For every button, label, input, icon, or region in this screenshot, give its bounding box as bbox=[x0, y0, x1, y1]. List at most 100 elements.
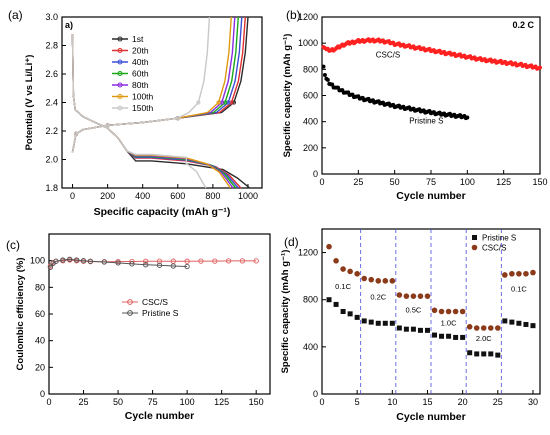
panel-c-xtick-label: 150 bbox=[249, 397, 264, 407]
panel-d-xtick-label: 30 bbox=[528, 397, 538, 407]
panel-a-legend-marker-100th bbox=[117, 94, 123, 99]
panel-a-marker-100th bbox=[216, 100, 221, 105]
panel-d-rate-label: 0.1C bbox=[335, 282, 351, 291]
panel-a-ytick-label: 2.8 bbox=[45, 41, 58, 51]
panel-a-legend-label-20th: 20th bbox=[132, 46, 149, 56]
panel-d-rate-label: 1.0C bbox=[441, 319, 457, 328]
panel-d-point-Pristine S bbox=[523, 321, 529, 327]
panel-d-point-CSC/S bbox=[452, 308, 459, 315]
panel-a-xlabel: Specific capacity (mAh g⁻¹) bbox=[94, 206, 231, 218]
panel-a-legend-label-1st: 1st bbox=[132, 34, 144, 44]
panel-d-point-CSC/S bbox=[438, 308, 445, 315]
panel-c-xtick-label: 25 bbox=[79, 397, 89, 407]
panel-b-point-Pristine S bbox=[330, 82, 335, 87]
panel-d-point-Pristine S bbox=[410, 326, 416, 332]
panel-c-ytick-label: 0 bbox=[40, 389, 45, 399]
panel-b-ylabel: Specific capacity (mAh g⁻¹) bbox=[282, 34, 293, 158]
panel-d-point-CSC/S bbox=[389, 278, 396, 284]
panel-a-ytick-label: 2.6 bbox=[45, 69, 58, 79]
panel-c-ytick-label: 60 bbox=[35, 309, 45, 319]
panel-d-point-CSC/S bbox=[375, 278, 382, 284]
panel-c-point-Pristine S bbox=[87, 258, 94, 264]
panel-c-point-Pristine S bbox=[67, 256, 73, 262]
panel-a-legend-label-100th: 100th bbox=[132, 92, 154, 102]
panel-b-ytick-label: 200 bbox=[303, 143, 318, 153]
panel-b-xtick-label: 25 bbox=[353, 177, 363, 187]
panel-c-point-CSC/S bbox=[184, 258, 190, 264]
panel-d-legend-label-Pristine S: Pristine S bbox=[482, 234, 516, 243]
panel-d-point-CSC/S bbox=[480, 325, 487, 331]
panel-c-ytick-label: 100 bbox=[30, 256, 45, 266]
panel-c-point-Pristine S bbox=[156, 262, 163, 268]
panel-a-charge-1st bbox=[71, 16, 249, 153]
panel-b-point-Pristine S bbox=[465, 115, 470, 120]
panel-d-point-Pristine S bbox=[488, 351, 494, 357]
panel-b-point-Pristine S bbox=[322, 73, 327, 77]
panel-d-point-CSC/S bbox=[487, 325, 494, 331]
panel-d-point-CSC/S bbox=[354, 270, 360, 277]
panel-d-point-CSC/S bbox=[340, 266, 346, 272]
panel-d-xtick-label: 25 bbox=[493, 397, 503, 407]
panel-d-rate-label: 0.1C bbox=[511, 284, 527, 293]
panel-a-inner-label: a) bbox=[65, 20, 73, 30]
panel-d-point-Pristine S bbox=[396, 325, 402, 331]
panel-a-ytick-label: 2.2 bbox=[45, 126, 58, 136]
panel-c-legend-marker-Pristine S bbox=[127, 310, 133, 316]
panel-c-point-CSC/S bbox=[143, 258, 149, 264]
panel-d-point-Pristine S bbox=[502, 318, 508, 324]
panel-b-xtick-label: 0 bbox=[319, 177, 324, 187]
panel-a-legend-marker-20th bbox=[117, 48, 123, 53]
panel-c-point-CSC/S bbox=[225, 258, 232, 264]
panel-a-legend-label-60th: 60th bbox=[132, 69, 149, 79]
panel-d-xtick-label: 15 bbox=[422, 397, 432, 407]
panel-c-point-Pristine S bbox=[115, 260, 121, 266]
panel-a-legend-label-150th: 150th bbox=[132, 103, 154, 113]
panel-b-point-CSC/S bbox=[538, 65, 542, 70]
panel-c-ytick-label: 20 bbox=[35, 362, 45, 372]
panel-b-point-Pristine S bbox=[325, 77, 330, 82]
panel-d-point-Pristine S bbox=[389, 320, 395, 326]
panel-d-point-Pristine S bbox=[354, 314, 360, 320]
panel-a-ytick-label: 1.8 bbox=[45, 183, 58, 193]
panel-d-legend-marker-Pristine S bbox=[472, 235, 477, 240]
panel-b-ytick-label: 0 bbox=[313, 169, 318, 179]
panel-d-point-CSC/S bbox=[445, 308, 452, 315]
panel-b-label-pristine: Pristine S bbox=[409, 117, 443, 126]
panel-b-series bbox=[321, 37, 542, 121]
panel-a-legend-marker-60th bbox=[117, 71, 123, 76]
panel-d-point-Pristine S bbox=[481, 351, 487, 357]
panel-a-xtick-label: 600 bbox=[170, 191, 185, 201]
panel-c-point-Pristine S bbox=[184, 263, 190, 270]
panel-d-point-CSC/S bbox=[326, 243, 332, 250]
panel-b-axes: 0 25 50 75 100 125 150 0 200 400 600 800 1000 1200 Cyc… bbox=[282, 8, 548, 202]
panel-b-xlabel: Cycle number bbox=[396, 190, 465, 202]
panel-c-point-Pristine S bbox=[80, 258, 87, 264]
panel-a-legend-label-80th: 80th bbox=[132, 80, 149, 90]
panel-c-point-Pristine S bbox=[101, 259, 107, 265]
panel-a-marker-150th bbox=[73, 131, 79, 136]
panel-d-legend-marker-CSC/S bbox=[471, 244, 478, 251]
panel-d-point-Pristine S bbox=[446, 333, 452, 339]
panel-b-label-csc: CSC/S bbox=[376, 51, 400, 60]
panel-c-point-CSC/S bbox=[253, 258, 259, 264]
panel-a-charge-150th bbox=[71, 16, 211, 153]
panel-d-point-Pristine S bbox=[417, 327, 423, 333]
panel-d-point-CSC/S bbox=[382, 278, 389, 284]
panel-d-point-CSC/S bbox=[403, 293, 410, 299]
panel-c-panel-label: (c) bbox=[6, 238, 20, 252]
panel-c-point-Pristine S bbox=[143, 262, 149, 268]
panel-d-point-Pristine S bbox=[432, 332, 438, 338]
panel-c-point-CSC/S bbox=[212, 258, 218, 264]
panel-c-ylabel: Coulombic efficiency (%) bbox=[15, 258, 26, 371]
panel-b-xtick-label: 100 bbox=[460, 177, 475, 187]
panel-a-charge-20th bbox=[71, 16, 246, 153]
panel-d-point-Pristine S bbox=[495, 352, 501, 358]
panel-c-point-Pristine S bbox=[170, 263, 176, 269]
panel-d-point-CSC/S bbox=[417, 293, 424, 299]
panel-d-point-CSC/S bbox=[424, 293, 431, 299]
panel-d-ytick-label: 400 bbox=[303, 342, 318, 352]
panel-a-charge-100th bbox=[71, 16, 232, 153]
panel-d-point-Pristine S bbox=[368, 319, 374, 325]
